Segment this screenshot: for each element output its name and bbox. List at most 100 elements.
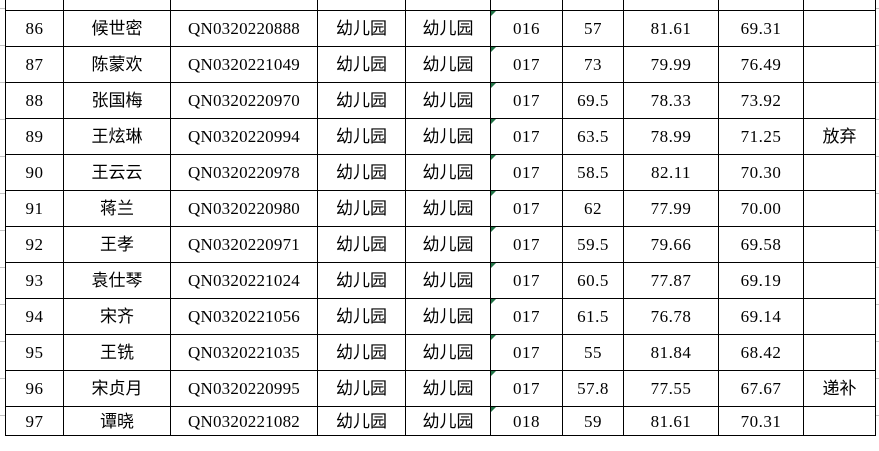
code-cell[interactable]: 017 [490,190,563,227]
written-score-cell[interactable]: 57 [562,10,624,47]
position-cell[interactable]: 幼儿园 [405,334,491,371]
row-number-cell[interactable]: 89 [5,118,64,155]
cell[interactable] [490,0,563,11]
remark-cell[interactable] [803,334,876,371]
written-score-cell[interactable]: 60.5 [562,262,624,299]
exam-id-cell[interactable]: QN0320220970 [170,82,318,119]
interview-score-cell[interactable]: 79.66 [623,226,719,263]
name-cell[interactable]: 宋贞月 [63,370,171,407]
exam-id-cell[interactable]: QN0320221049 [170,46,318,83]
written-score-cell[interactable]: 58.5 [562,154,624,191]
total-score-cell[interactable]: 70.31 [718,406,804,436]
code-cell[interactable]: 017 [490,226,563,263]
school-cell[interactable]: 幼儿园 [317,298,406,335]
interview-score-cell[interactable]: 78.99 [623,118,719,155]
row-number-cell[interactable]: 87 [5,46,64,83]
name-cell[interactable]: 王孝 [63,226,171,263]
cell[interactable] [63,0,171,11]
name-cell[interactable]: 宋齐 [63,298,171,335]
remark-cell[interactable] [803,262,876,299]
interview-score-cell[interactable]: 82.11 [623,154,719,191]
name-cell[interactable]: 谭晓 [63,406,171,436]
code-cell[interactable]: 017 [490,118,563,155]
cell[interactable] [562,0,624,11]
written-score-cell[interactable]: 57.8 [562,370,624,407]
total-score-cell[interactable]: 69.31 [718,10,804,47]
code-cell[interactable]: 017 [490,82,563,119]
code-cell[interactable]: 017 [490,370,563,407]
school-cell[interactable]: 幼儿园 [317,406,406,436]
total-score-cell[interactable]: 70.30 [718,154,804,191]
total-score-cell[interactable]: 69.19 [718,262,804,299]
position-cell[interactable]: 幼儿园 [405,406,491,436]
position-cell[interactable]: 幼儿园 [405,298,491,335]
row-number-cell[interactable]: 92 [5,226,64,263]
row-number-cell[interactable]: 95 [5,334,64,371]
name-cell[interactable]: 蒋兰 [63,190,171,227]
name-cell[interactable]: 袁仕琴 [63,262,171,299]
position-cell[interactable]: 幼儿园 [405,226,491,263]
code-cell[interactable]: 017 [490,298,563,335]
position-cell[interactable]: 幼儿园 [405,46,491,83]
position-cell[interactable]: 幼儿园 [405,262,491,299]
remark-cell[interactable] [803,10,876,47]
interview-score-cell[interactable]: 78.33 [623,82,719,119]
school-cell[interactable]: 幼儿园 [317,190,406,227]
name-cell[interactable]: 陈蒙欢 [63,46,171,83]
interview-score-cell[interactable]: 77.55 [623,370,719,407]
interview-score-cell[interactable]: 76.78 [623,298,719,335]
code-cell[interactable]: 016 [490,10,563,47]
cell[interactable] [170,0,318,11]
school-cell[interactable]: 幼儿园 [317,10,406,47]
code-cell[interactable]: 017 [490,262,563,299]
row-number-cell[interactable]: 96 [5,370,64,407]
cell[interactable] [317,0,406,11]
exam-id-cell[interactable]: QN0320220971 [170,226,318,263]
school-cell[interactable]: 幼儿园 [317,118,406,155]
name-cell[interactable]: 王炫琳 [63,118,171,155]
interview-score-cell[interactable]: 81.84 [623,334,719,371]
school-cell[interactable]: 幼儿园 [317,262,406,299]
written-score-cell[interactable]: 62 [562,190,624,227]
code-cell[interactable]: 017 [490,46,563,83]
exam-id-cell[interactable]: QN0320221035 [170,334,318,371]
total-score-cell[interactable]: 76.49 [718,46,804,83]
total-score-cell[interactable]: 68.42 [718,334,804,371]
remark-cell[interactable] [803,46,876,83]
interview-score-cell[interactable]: 81.61 [623,10,719,47]
remark-cell[interactable] [803,298,876,335]
remark-cell[interactable]: 放弃 [803,118,876,155]
row-number-cell[interactable]: 86 [5,10,64,47]
cell[interactable] [5,0,64,11]
total-score-cell[interactable]: 71.25 [718,118,804,155]
row-number-cell[interactable]: 88 [5,82,64,119]
total-score-cell[interactable]: 73.92 [718,82,804,119]
remark-cell[interactable]: 递补 [803,370,876,407]
exam-id-cell[interactable]: QN0320220995 [170,370,318,407]
interview-score-cell[interactable]: 79.99 [623,46,719,83]
school-cell[interactable]: 幼儿园 [317,46,406,83]
position-cell[interactable]: 幼儿园 [405,118,491,155]
remark-cell[interactable] [803,406,876,436]
exam-id-cell[interactable]: QN0320220994 [170,118,318,155]
code-cell[interactable]: 017 [490,334,563,371]
total-score-cell[interactable]: 69.58 [718,226,804,263]
code-cell[interactable]: 017 [490,154,563,191]
interview-score-cell[interactable]: 77.87 [623,262,719,299]
interview-score-cell[interactable]: 81.61 [623,406,719,436]
position-cell[interactable]: 幼儿园 [405,154,491,191]
exam-id-cell[interactable]: QN0320221082 [170,406,318,436]
cell[interactable] [405,0,491,11]
written-score-cell[interactable]: 59.5 [562,226,624,263]
code-cell[interactable]: 018 [490,406,563,436]
position-cell[interactable]: 幼儿园 [405,10,491,47]
remark-cell[interactable] [803,226,876,263]
exam-id-cell[interactable]: QN0320220980 [170,190,318,227]
cell[interactable] [803,0,876,11]
written-score-cell[interactable]: 59 [562,406,624,436]
name-cell[interactable]: 王铣 [63,334,171,371]
row-number-cell[interactable]: 90 [5,154,64,191]
written-score-cell[interactable]: 55 [562,334,624,371]
position-cell[interactable]: 幼儿园 [405,82,491,119]
position-cell[interactable]: 幼儿园 [405,190,491,227]
